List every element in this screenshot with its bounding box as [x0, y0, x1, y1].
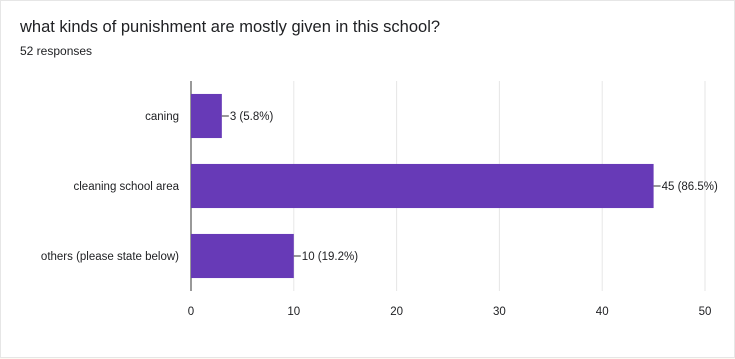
response-count: 52 responses	[20, 44, 93, 58]
bar	[191, 93, 222, 139]
x-tick-label: 40	[596, 306, 609, 318]
value-label: 3 (5.8%)	[230, 111, 274, 123]
category-label: caning	[145, 111, 179, 123]
value-label: 10 (19.2%)	[302, 251, 358, 263]
bar	[191, 233, 294, 279]
question-title: what kinds of punishment are mostly give…	[20, 18, 441, 36]
category-label: others (please state below)	[41, 251, 179, 263]
x-tick-label: 20	[390, 306, 403, 318]
category-label: cleaning school area	[74, 181, 180, 193]
value-label: 45 (86.5%)	[662, 181, 718, 193]
x-tick-label: 30	[493, 306, 506, 318]
x-tick-label: 10	[287, 306, 300, 318]
x-tick-label: 0	[188, 306, 194, 318]
bar	[191, 163, 654, 209]
x-tick-label: 50	[699, 306, 712, 318]
